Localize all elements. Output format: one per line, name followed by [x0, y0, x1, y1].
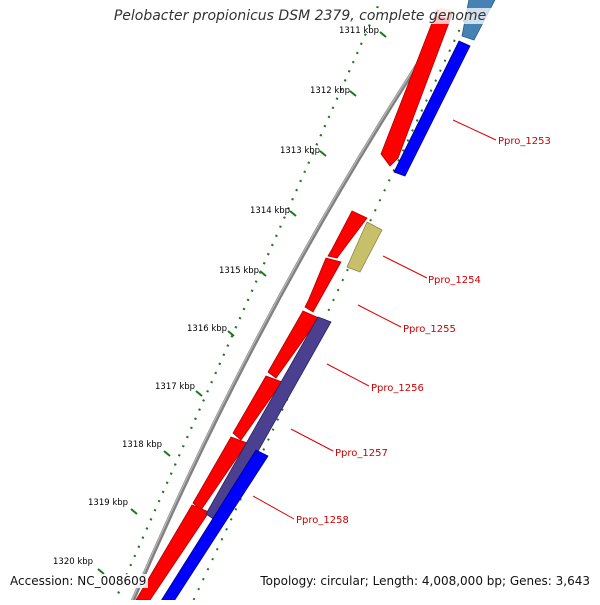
gene-Ppro_1255-forward[interactable]: [304, 257, 342, 313]
ruler-dotted-line: [111, 0, 382, 605]
tick-1313: [319, 150, 327, 157]
gene-label-Ppro_1255[interactable]: Ppro_1255: [403, 324, 456, 335]
accession-text: Accession: NC_008609: [8, 574, 149, 588]
gene-Ppro_1257-forward[interactable]: [232, 375, 283, 441]
gene-Ppro_1256-forward[interactable]: [267, 310, 320, 379]
tick-1315: [259, 270, 267, 277]
map-title: Pelobacter propionicus DSM 2379, complet…: [0, 8, 600, 24]
topology-summary: Topology: circular; Length: 4,008,000 bp…: [258, 574, 592, 588]
tick-1320: [97, 568, 105, 575]
gene-Ppro_1253-reverse[interactable]: [393, 40, 471, 177]
leader-Ppro_1257: [290, 428, 334, 452]
gene-label-Ppro_1257[interactable]: Ppro_1257: [335, 448, 388, 459]
backbone-arc: [128, 16, 450, 605]
gene-Ppro_1254-forward[interactable]: [327, 210, 368, 259]
leader-Ppro_1256: [326, 363, 370, 387]
tick-marks: [97, 31, 387, 575]
gene-label-Ppro_1253[interactable]: Ppro_1253: [498, 136, 551, 147]
tick-labels: 1311 kbp 1312 kbp 1313 kbp 1314 kbp 1315…: [53, 26, 379, 567]
tick-1311: [379, 31, 387, 38]
tick-label-1313: 1313 kbp: [280, 146, 320, 156]
forward-strand-genes: [135, 8, 454, 601]
gene-label-leaders: [252, 119, 497, 520]
gene-label-Ppro_1256[interactable]: Ppro_1256: [371, 383, 424, 394]
tick-label-1311: 1311 kbp: [339, 26, 379, 36]
tick-1316: [227, 330, 235, 337]
tick-label-1317: 1317 kbp: [155, 382, 195, 392]
leader-Ppro_1258: [252, 495, 295, 520]
tick-1317: [195, 390, 203, 397]
tick-label-1320: 1320 kbp: [53, 557, 93, 567]
gene-label-Ppro_1258[interactable]: Ppro_1258: [296, 515, 349, 526]
feature-Ppro_1256-purple[interactable]: [205, 316, 332, 523]
tick-label-1312: 1312 kbp: [310, 86, 350, 96]
tick-1319: [130, 508, 138, 515]
tick-1314: [289, 210, 297, 217]
feature-Ppro_1254-khaki[interactable]: [346, 221, 383, 273]
tick-label-1315: 1315 kbp: [219, 266, 259, 276]
tick-label-1319: 1319 kbp: [88, 498, 128, 508]
gene-label-Ppro_1254[interactable]: Ppro_1254: [428, 275, 481, 286]
leader-Ppro_1253: [452, 119, 497, 141]
backbone-highlight: [129, 17, 448, 605]
tick-label-1318: 1318 kbp: [122, 440, 162, 450]
gene-labels: Ppro_1253 Ppro_1254 Ppro_1255 Ppro_1256 …: [296, 136, 551, 526]
tick-1318: [163, 450, 171, 457]
gene-Ppro_1258-reverse[interactable]: [154, 449, 269, 605]
leader-Ppro_1254: [382, 255, 428, 279]
tick-label-1316: 1316 kbp: [187, 324, 227, 334]
tick-label-1314: 1314 kbp: [250, 206, 290, 216]
tick-1312: [349, 90, 357, 97]
leader-Ppro_1255: [357, 304, 402, 328]
